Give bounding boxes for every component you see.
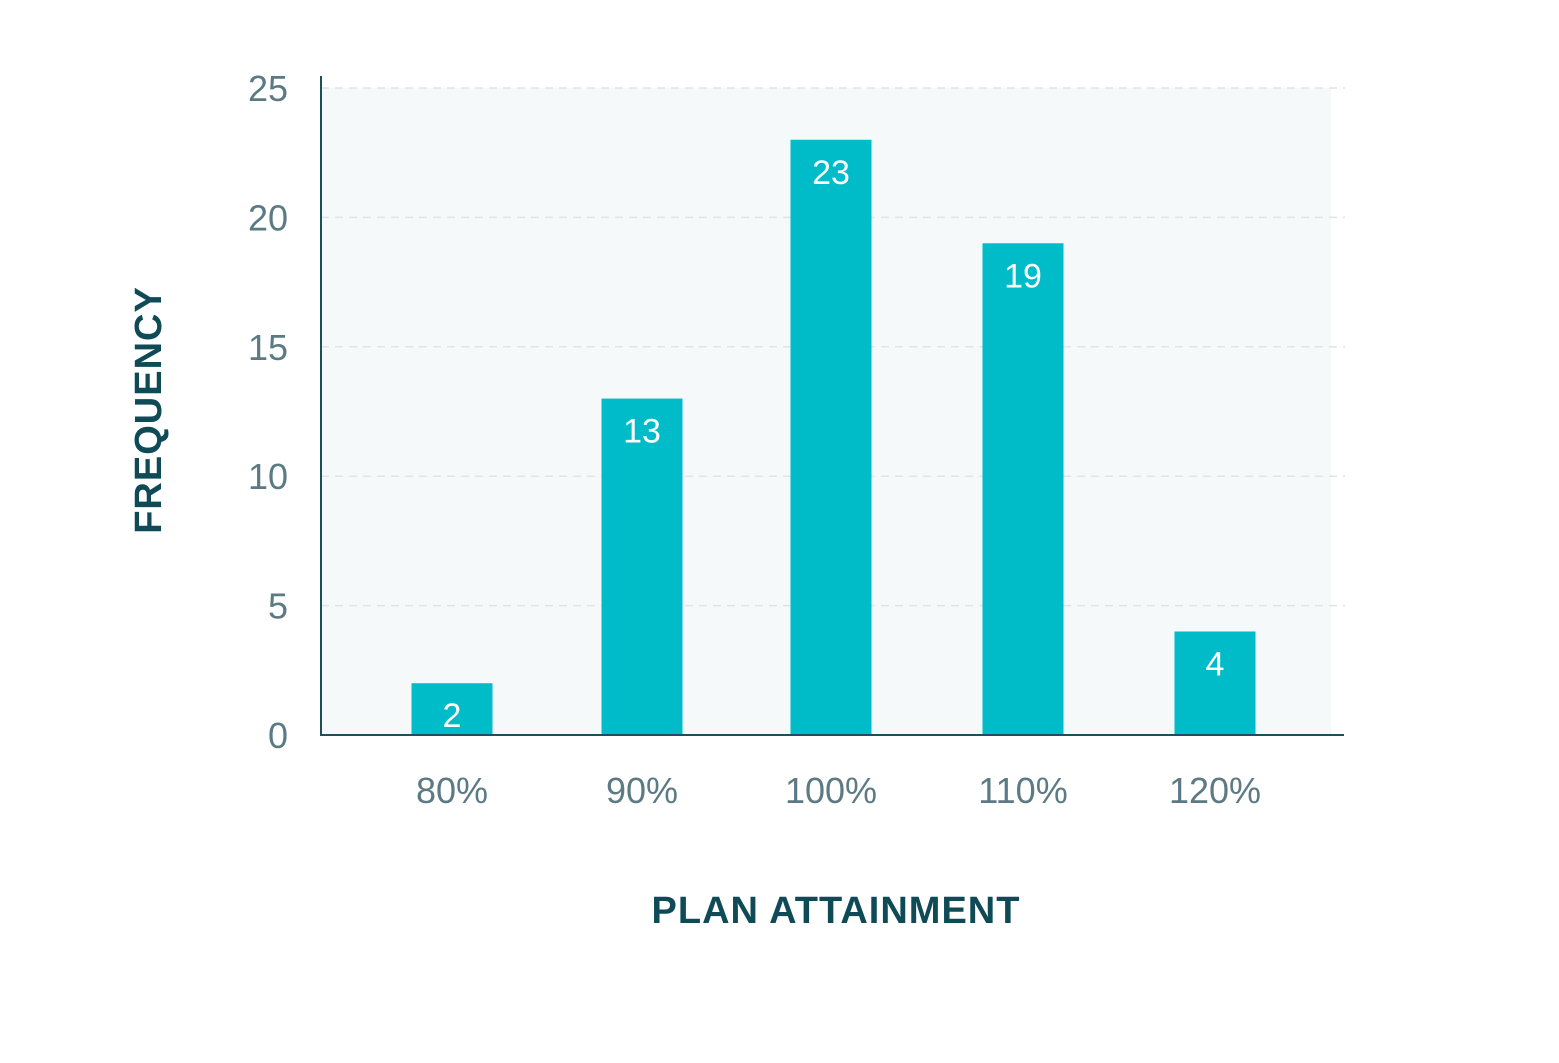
y-tick-label: 5: [268, 586, 288, 627]
x-tick-label: 110%: [978, 770, 1067, 811]
x-axis-ticks: 80% 90% 100% 110% 120%: [416, 770, 1261, 811]
y-tick-label: 15: [248, 327, 288, 368]
bar-data-label: 2: [443, 697, 462, 735]
x-tick-label: 80%: [416, 770, 488, 811]
bar-data-label: 19: [1004, 257, 1042, 295]
y-axis-ticks: 0 5 10 15 20 25: [248, 68, 288, 756]
bar-data-label: 13: [623, 413, 661, 451]
x-tick-label: 120%: [1169, 770, 1261, 811]
x-tick-label: 100%: [785, 770, 877, 811]
bar-labels: 2 13 23 19 4: [443, 154, 1225, 735]
y-axis-title: FREQUENCY: [128, 286, 170, 534]
bar: [790, 139, 872, 735]
x-tick-label: 90%: [606, 770, 678, 811]
y-tick-label: 20: [248, 197, 288, 238]
bar: [1174, 631, 1256, 735]
x-axis-title: PLAN ATTAINMENT: [652, 890, 1021, 932]
bar: [601, 398, 683, 735]
y-tick-label: 0: [268, 715, 288, 756]
bar: [982, 243, 1064, 735]
y-tick-label: 25: [248, 68, 288, 109]
bar-data-label: 4: [1206, 645, 1225, 683]
bar-data-label: 23: [812, 154, 850, 192]
bars: [411, 139, 1256, 735]
y-tick-label: 10: [248, 456, 288, 497]
bar: [411, 683, 493, 735]
